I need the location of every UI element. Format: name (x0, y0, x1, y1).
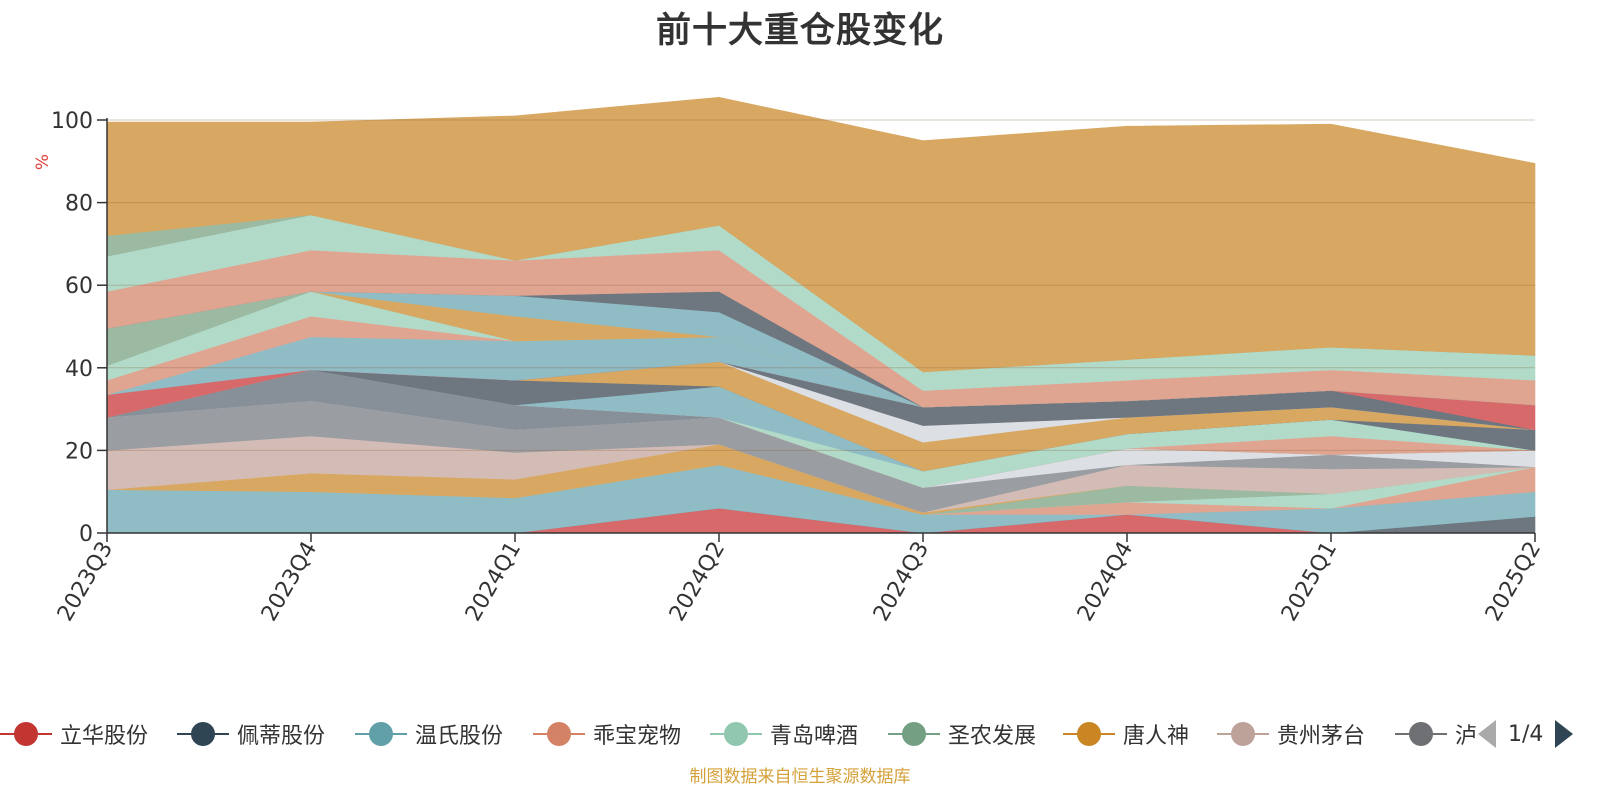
legend-label: 唐人神 (1123, 724, 1190, 749)
y-tick-label-2: 40 (65, 357, 93, 382)
legend-page-indicator: 1/4 (1508, 721, 1544, 747)
y-tick-label-1: 20 (65, 439, 93, 464)
legend-item-7[interactable]: 贵州茅台 (1217, 712, 1365, 756)
x-tick-label-7: 2025Q2 (1481, 538, 1546, 626)
legend-pager: 1/4 (1478, 712, 1600, 756)
legend-item-1[interactable]: 佩蒂股份 (177, 712, 325, 756)
x-tick-label-0: 2023Q3 (53, 538, 118, 626)
y-tick-label-3: 60 (65, 274, 93, 299)
legend-marker-icon (533, 712, 585, 756)
x-tick-label-4: 2024Q3 (869, 538, 934, 626)
legend-next-page-button[interactable] (1555, 720, 1574, 748)
legend-item-0[interactable]: 立华股份 (0, 712, 148, 756)
stacked-area-chart: 0 20 40 60 80 100 2023Q3 2023Q4 2024Q1 2024Q2 2024… (33, 96, 1546, 626)
legend-label: 青岛啤酒 (770, 724, 859, 749)
legend-item-6[interactable]: 唐人神 (1063, 712, 1189, 756)
x-tick-label-1: 2023Q4 (257, 538, 322, 626)
x-tick-label-3: 2024Q2 (665, 538, 730, 626)
legend-item-2[interactable]: 温氏股份 (355, 712, 503, 756)
x-tick-label-2: 2024Q1 (461, 538, 526, 626)
legend-marker-icon (1217, 712, 1269, 756)
legend-label: 立华股份 (60, 724, 149, 749)
legend-marker-icon (0, 712, 52, 756)
legend-marker-icon (888, 712, 940, 756)
y-axis-unit-label: % (33, 154, 53, 170)
area-layer (106, 96, 1536, 534)
legend-label: 乖宝宠物 (593, 724, 682, 749)
legend-marker-icon (710, 712, 762, 756)
legend-label: 温氏股份 (415, 724, 504, 749)
y-tick-label-4: 80 (65, 192, 93, 217)
legend: 立华股份佩蒂股份温氏股份乖宝宠物青岛啤酒圣农发展唐人神贵州茅台泸州老窖 (0, 712, 1600, 756)
legend-item-4[interactable]: 青岛啤酒 (710, 712, 858, 756)
legend-marker-icon (1063, 712, 1115, 756)
legend-label: 贵州茅台 (1277, 724, 1366, 749)
source-note: 制图数据来自恒生聚源数据库 (689, 767, 911, 787)
legend-marker-icon (355, 712, 407, 756)
legend-label: 佩蒂股份 (237, 724, 326, 749)
chart-title: 前十大重仓股变化 (655, 11, 944, 51)
area-series-29 (106, 96, 1536, 373)
legend-prev-page-button[interactable] (1478, 720, 1496, 748)
legend-marker-icon (1395, 712, 1447, 756)
y-tick-label-0: 0 (79, 522, 93, 547)
x-tick-label-5: 2024Q4 (1073, 538, 1138, 626)
legend-label: 圣农发展 (948, 724, 1037, 749)
legend-marker-icon (177, 712, 229, 756)
x-tick-label-6: 2025Q1 (1277, 538, 1342, 626)
y-tick-label-5: 100 (51, 109, 93, 134)
legend-item-3[interactable]: 乖宝宠物 (533, 712, 681, 756)
legend-item-5[interactable]: 圣农发展 (888, 712, 1036, 756)
